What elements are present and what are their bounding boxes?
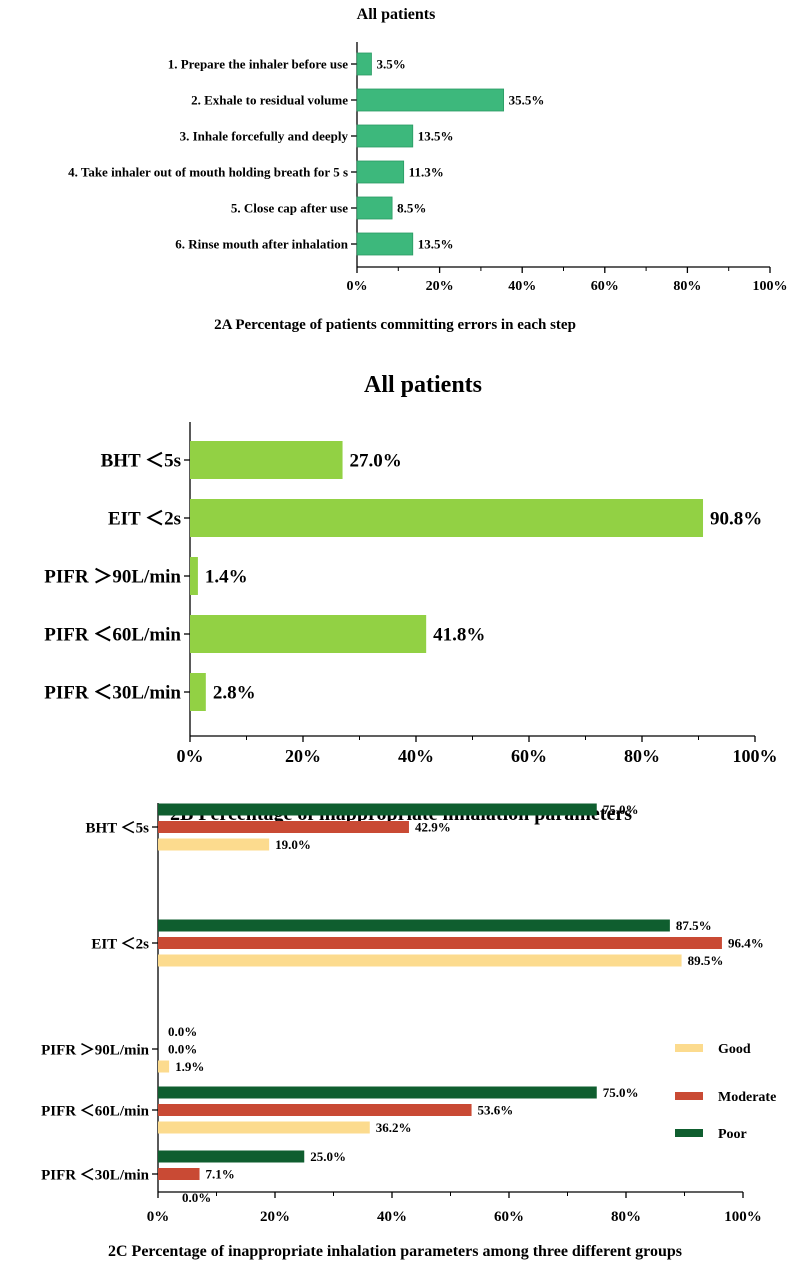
bar-moderate-5: [158, 1168, 200, 1180]
bar-1: [356, 52, 372, 76]
bar-value-label: 0.0%: [168, 1042, 197, 1057]
bar-4: [190, 615, 427, 653]
bar-value-label: 41.8%: [433, 625, 485, 646]
x-tick-label: 40%: [398, 746, 434, 766]
bar-value-label: 13.5%: [418, 237, 454, 252]
bar-value-label: 27.0%: [350, 451, 402, 472]
legend-swatch-moderate: [675, 1092, 703, 1100]
x-tick-label: 20%: [260, 1209, 290, 1225]
bar-2: [356, 88, 505, 112]
bar-value-label: 75.0%: [603, 1085, 639, 1100]
bar-1: [190, 441, 343, 479]
bar-poor-5: [158, 1150, 305, 1163]
bar-good-1: [158, 838, 270, 851]
bar-value-label: 13.5%: [418, 129, 454, 144]
bar-6: [356, 232, 414, 256]
legend-swatch-good: [675, 1044, 703, 1052]
category-label: BHT ＜5s: [101, 451, 181, 472]
category-label: EIT ＜2s: [108, 509, 181, 530]
chart-title-1: All patients: [357, 6, 436, 23]
x-tick-label: 100%: [724, 1209, 762, 1225]
bar-value-label: 0.0%: [182, 1190, 211, 1205]
x-tick-label: 0%: [147, 1209, 170, 1225]
bar-value-label: 36.2%: [376, 1120, 412, 1135]
bar-5: [190, 673, 206, 711]
legend-label-moderate: Moderate: [718, 1090, 776, 1105]
bar-value-label: 0.0%: [168, 1024, 197, 1039]
category-label: PIFR ＜30L/min: [44, 683, 181, 704]
chart-caption-1: 2A Percentage of patients committing err…: [214, 317, 576, 333]
chart-title-2: All patients: [364, 372, 482, 398]
x-tick-label: 100%: [753, 279, 788, 294]
category-label: 1. Prepare the inhaler before use: [168, 57, 349, 72]
category-label: 4. Take inhaler out of mouth holding bre…: [68, 165, 348, 180]
legend-swatch-poor: [675, 1129, 703, 1137]
bar-3: [190, 557, 198, 595]
bar-good-2: [158, 954, 682, 967]
bar-5: [356, 196, 393, 220]
bar-value-label: 87.5%: [676, 918, 712, 933]
bar-poor-4: [158, 1086, 597, 1099]
bar-good-3: [158, 1060, 170, 1073]
bar-2: [190, 499, 704, 537]
x-tick-label: 60%: [591, 279, 619, 294]
bar-moderate-4: [158, 1104, 472, 1116]
category-label: PIFR ＜60L/min: [44, 625, 181, 646]
category-label: PIFR ＜60L/min: [41, 1103, 150, 1119]
category-label: 3. Inhale forcefully and deeply: [180, 129, 349, 144]
legend-label-poor: Poor: [718, 1127, 747, 1142]
category-label: 2. Exhale to residual volume: [191, 93, 348, 108]
bar-value-label: 1.9%: [175, 1059, 204, 1074]
bar-value-label: 8.5%: [397, 201, 426, 216]
x-tick-label: 20%: [426, 279, 454, 294]
bar-poor-2: [158, 919, 670, 932]
bar-value-label: 53.6%: [478, 1103, 514, 1118]
bar-value-label: 90.8%: [710, 509, 762, 530]
x-tick-label: 80%: [611, 1209, 641, 1225]
category-label: 5. Close cap after use: [231, 201, 348, 216]
bar-value-label: 1.4%: [205, 567, 248, 588]
legend-label-good: Good: [718, 1042, 751, 1057]
bar-value-label: 35.5%: [509, 93, 545, 108]
bar-4: [356, 160, 405, 184]
bar-value-label: 11.3%: [409, 165, 444, 180]
bar-value-label: 25.0%: [310, 1149, 346, 1164]
category-label: EIT ＜2s: [91, 936, 149, 952]
category-label: PIFR ＜30L/min: [41, 1167, 150, 1183]
bar-value-label: 7.1%: [206, 1167, 235, 1182]
bar-poor-1: [158, 803, 597, 816]
bar-value-label: 89.5%: [688, 953, 724, 968]
bar-good-4: [158, 1121, 370, 1134]
category-label: BHT ＜5s: [86, 820, 150, 836]
bar-value-label: 75.0%: [603, 802, 639, 817]
bar-moderate-1: [158, 821, 409, 833]
x-tick-label: 0%: [347, 279, 368, 294]
bar-value-label: 2.8%: [213, 683, 256, 704]
chart-caption-3: 2C Percentage of inappropriate inhalatio…: [108, 1243, 682, 1260]
x-tick-label: 0%: [177, 746, 204, 766]
x-tick-label: 100%: [733, 746, 778, 766]
category-label: PIFR ＞90L/min: [41, 1042, 150, 1058]
category-label: 6. Rinse mouth after inhalation: [175, 237, 349, 252]
x-tick-label: 80%: [624, 746, 660, 766]
bar-value-label: 3.5%: [376, 57, 405, 72]
x-tick-label: 60%: [511, 746, 547, 766]
bar-moderate-2: [158, 937, 722, 949]
bar-3: [356, 124, 414, 148]
x-tick-label: 80%: [673, 279, 701, 294]
x-tick-label: 40%: [377, 1209, 407, 1225]
category-label: PIFR ＞90L/min: [44, 567, 181, 588]
x-tick-label: 40%: [508, 279, 536, 294]
bar-value-label: 19.0%: [275, 837, 311, 852]
bar-value-label: 42.9%: [415, 820, 451, 835]
x-tick-label: 20%: [285, 746, 321, 766]
bar-value-label: 96.4%: [728, 936, 764, 951]
x-tick-label: 60%: [494, 1209, 524, 1225]
